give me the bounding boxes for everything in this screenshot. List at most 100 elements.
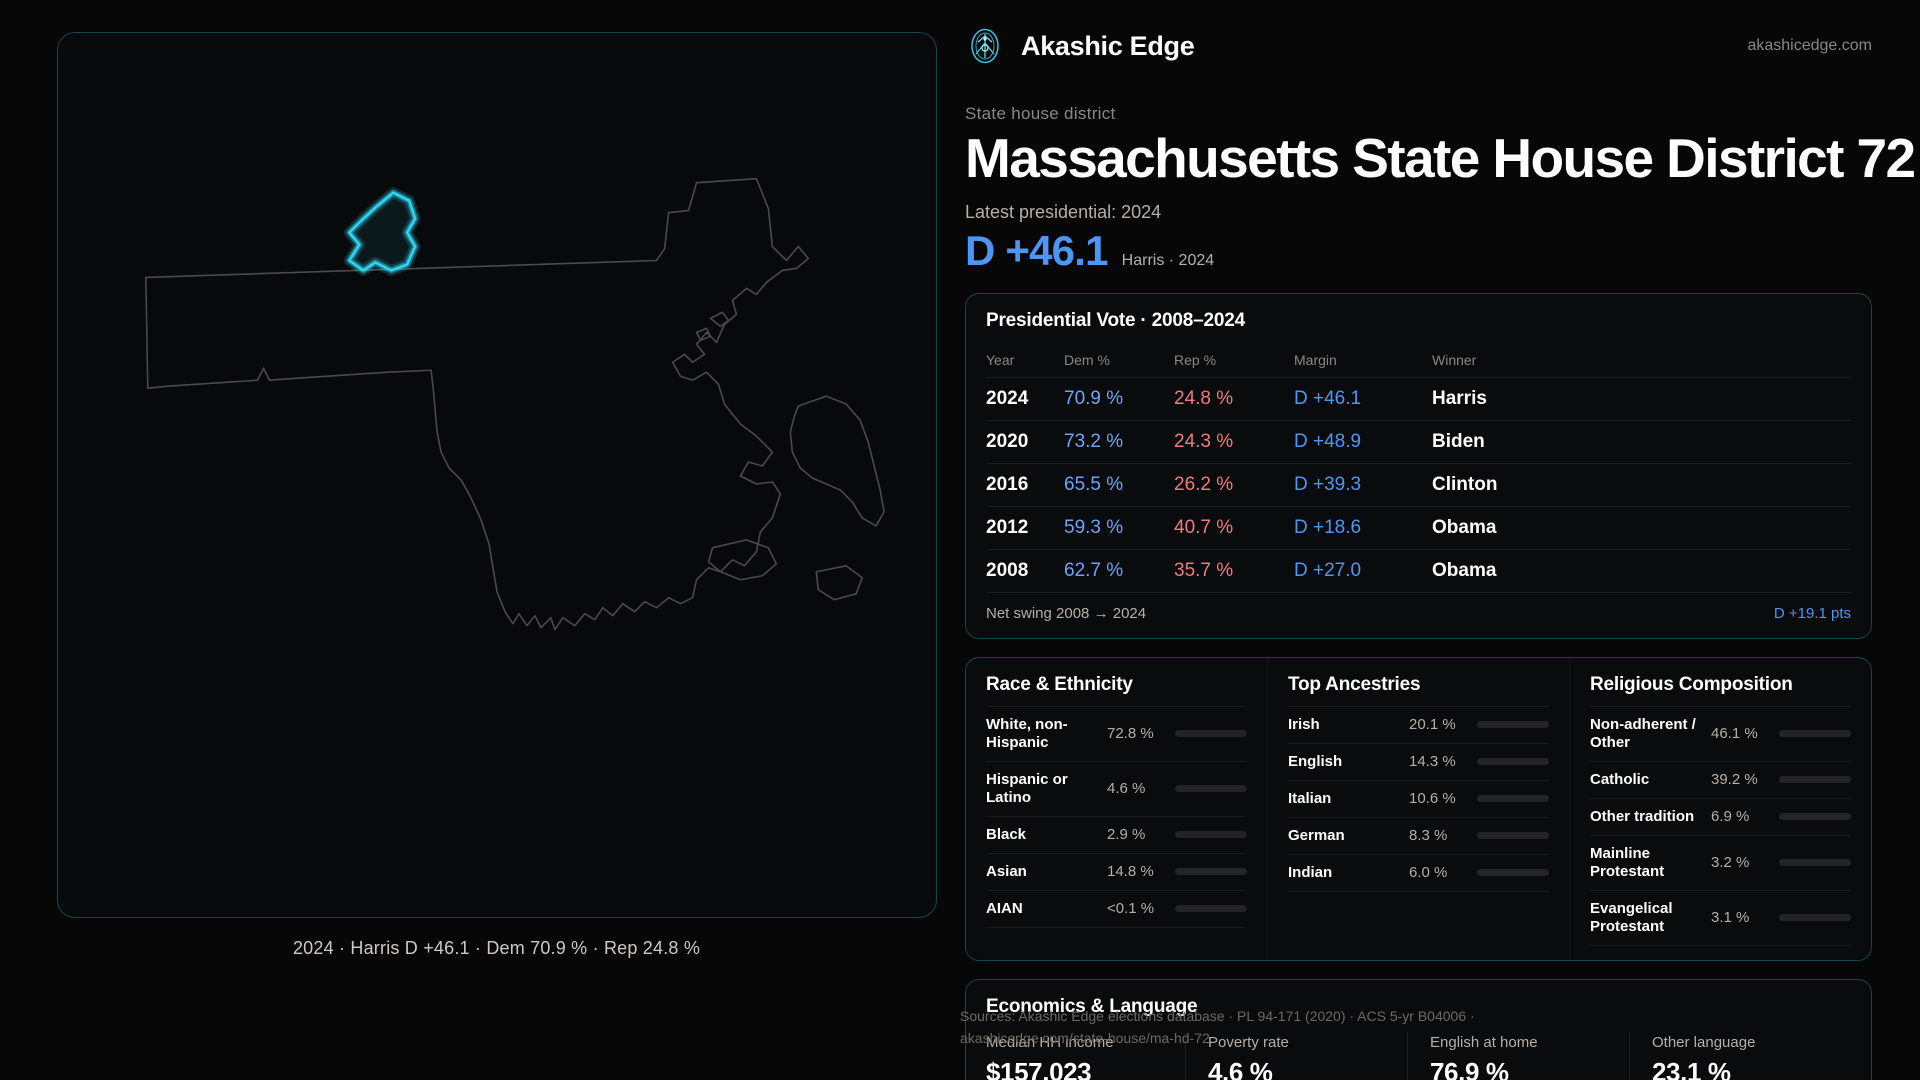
- cell-year: 2012: [986, 506, 1064, 550]
- list-item[interactable]: Hispanic or Latino 4.6 %: [986, 762, 1247, 817]
- cell-rep: 26.2 %: [1174, 463, 1294, 507]
- list-item[interactable]: English 14.3 %: [1288, 744, 1549, 781]
- item-bar-track: [1779, 914, 1851, 922]
- economics-grid: Median HH income $157,023 Poverty rate 4…: [986, 1031, 1851, 1080]
- item-bar-track: [1477, 721, 1549, 729]
- item-value: <0.1 %: [1107, 900, 1155, 918]
- net-swing-value: D +19.1 pts: [1773, 604, 1851, 622]
- table-header-row: Year Dem % Rep % Margin Winner: [986, 343, 1851, 378]
- table-row[interactable]: 2012 59.3 % 40.7 % D +18.6 Obama: [986, 506, 1851, 550]
- item-bar-track: [1175, 868, 1247, 876]
- table-row[interactable]: 2016 65.5 % 26.2 % D +39.3 Clinton: [986, 463, 1851, 507]
- table-row[interactable]: 2024 70.9 % 24.8 % D +46.1 Harris: [986, 377, 1851, 421]
- econ-cell-poverty-rate: Poverty rate 4.6 %: [1185, 1031, 1407, 1080]
- item-bar-track: [1779, 859, 1851, 867]
- cell-winner: Biden: [1432, 420, 1851, 464]
- item-label: Evangelical Protestant: [1590, 899, 1673, 935]
- item-value: 14.3 %: [1409, 753, 1456, 771]
- list-item[interactable]: Evangelical Protestant 3.1 %: [1590, 891, 1851, 946]
- list-item[interactable]: Irish 20.1 %: [1288, 705, 1549, 744]
- race-ethnicity-title: Race & Ethnicity: [986, 673, 1133, 695]
- item-bar-track: [1779, 813, 1851, 821]
- econ-cell-english-at-home: English at home 76.9 %: [1407, 1031, 1629, 1080]
- district-map-panel[interactable]: [56, 32, 937, 918]
- list-item[interactable]: Catholic 39.2 %: [1590, 762, 1851, 799]
- cell-dem: 70.9 %: [1064, 377, 1174, 421]
- item-bar-track: [1175, 730, 1247, 738]
- cell-dem: 59.3 %: [1064, 506, 1174, 550]
- list-item[interactable]: White, non-Hispanic 72.8 %: [986, 705, 1247, 762]
- marthas-vineyard-path: [707, 539, 777, 581]
- table-row[interactable]: 2020 73.2 % 24.3 % D +48.9 Biden: [986, 420, 1851, 464]
- item-label: German: [1288, 826, 1345, 844]
- list-item[interactable]: Italian 10.6 %: [1288, 781, 1549, 818]
- cell-margin: D +18.6: [1294, 506, 1432, 550]
- presidential-vote-table: Year Dem % Rep % Margin Winner 2024 70.9…: [986, 343, 1851, 593]
- list-item[interactable]: Non-adherent / Other 46.1 %: [1590, 705, 1851, 762]
- race-ethnicity-list: White, non-Hispanic 72.8 % Hispanic or L…: [986, 705, 1247, 928]
- item-value: 4.6 %: [1107, 780, 1146, 798]
- presidential-vote-title: Presidential Vote · 2008–2024: [986, 309, 1245, 331]
- page-eyebrow: State house district: [965, 104, 1116, 123]
- headline-margin-row: D +46.1 Harris · 2024: [965, 227, 1872, 275]
- column-header-winner: Winner: [1432, 343, 1851, 378]
- cell-year: 2024: [986, 377, 1064, 421]
- data-column: Akashic Edge akashicedge.com State house…: [965, 0, 1920, 1080]
- item-value: 6.0 %: [1409, 864, 1448, 882]
- table-row[interactable]: 2008 62.7 % 35.7 % D +27.0 Obama: [986, 549, 1851, 593]
- econ-label: English at home: [1430, 1033, 1538, 1051]
- state-outline: [144, 177, 885, 631]
- list-item[interactable]: German 8.3 %: [1288, 818, 1549, 855]
- item-label: Irish: [1288, 715, 1320, 733]
- map-column: 2024 · Harris D +46.1 · Dem 70.9 % · Rep…: [56, 32, 937, 958]
- cell-dem: 65.5 %: [1064, 463, 1174, 507]
- econ-label: Median HH income: [986, 1033, 1114, 1051]
- religious-composition-card: Religious Composition Non-adherent / Oth…: [1569, 657, 1871, 960]
- item-label: Mainline Protestant: [1590, 844, 1665, 880]
- list-item[interactable]: Other tradition 6.9 %: [1590, 799, 1851, 836]
- item-bar-track: [1477, 832, 1549, 840]
- item-label: Italian: [1288, 789, 1332, 807]
- item-bar-track: [1175, 831, 1247, 839]
- brand-url: akashicedge.com: [1747, 37, 1872, 54]
- item-value: 20.1 %: [1409, 716, 1456, 734]
- item-bar-track: [1175, 785, 1247, 793]
- nantucket-path: [814, 564, 863, 601]
- cell-rep: 24.8 %: [1174, 377, 1294, 421]
- net-swing-label: Net swing 2008 → 2024: [986, 604, 1147, 622]
- item-value: 3.2 %: [1711, 854, 1750, 872]
- list-item[interactable]: Mainline Protestant 3.2 %: [1590, 836, 1851, 891]
- econ-value: 4.6 %: [1208, 1056, 1273, 1080]
- list-item[interactable]: Indian 6.0 %: [1288, 855, 1549, 892]
- econ-cell-other-language: Other language 23.1 %: [1629, 1031, 1851, 1080]
- item-value: 10.6 %: [1409, 790, 1456, 808]
- net-swing-row: Net swing 2008 → 2024 D +19.1 pts: [986, 593, 1851, 626]
- harbor-island-b: [695, 327, 711, 342]
- list-item[interactable]: Black 2.9 %: [986, 817, 1247, 854]
- presidential-vote-body: 2024 70.9 % 24.8 % D +46.1 Harris 2020 7…: [986, 377, 1851, 593]
- brand-name: Akashic Edge: [1021, 30, 1195, 61]
- list-item[interactable]: AIAN <0.1 %: [986, 891, 1247, 928]
- latest-presidential-label: Latest presidential: 2024: [965, 201, 1162, 222]
- item-value: 2.9 %: [1107, 826, 1146, 844]
- headline-margin-value: D +46.1: [965, 226, 1108, 274]
- column-header-rep: Rep %: [1174, 343, 1294, 378]
- item-label: Asian: [986, 862, 1027, 880]
- cell-rep: 40.7 %: [1174, 506, 1294, 550]
- state-boundary-path: [144, 177, 809, 631]
- item-label: Black: [986, 825, 1027, 843]
- column-header-margin: Margin: [1294, 343, 1432, 378]
- cell-winner: Obama: [1432, 506, 1851, 550]
- list-item[interactable]: Asian 14.8 %: [986, 854, 1247, 891]
- item-value: 6.9 %: [1711, 808, 1750, 826]
- item-bar-track: [1477, 795, 1549, 803]
- cell-margin: D +27.0: [1294, 549, 1432, 593]
- item-bar-track: [1779, 730, 1851, 738]
- brand-header: Akashic Edge akashicedge.com: [965, 26, 1872, 82]
- headline-margin-sub: Harris · 2024: [1121, 251, 1215, 269]
- cell-margin: D +48.9: [1294, 420, 1432, 464]
- item-label: Non-adherent / Other: [1590, 715, 1696, 751]
- column-header-year: Year: [986, 343, 1064, 378]
- map-caption: 2024 · Harris D +46.1 · Dem 70.9 % · Rep…: [292, 938, 701, 958]
